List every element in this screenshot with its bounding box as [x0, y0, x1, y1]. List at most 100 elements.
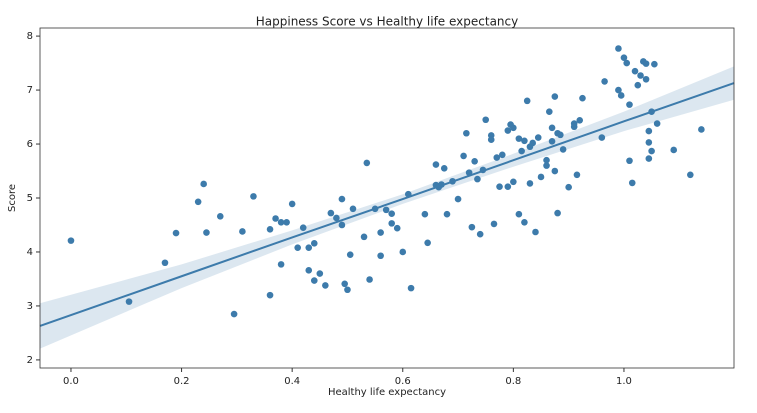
- point: [637, 72, 644, 79]
- plot-frame: [39, 27, 735, 369]
- point: [305, 244, 313, 251]
- point: [421, 210, 429, 218]
- point: [548, 124, 556, 132]
- x-tick-label: 0.8: [505, 376, 521, 387]
- point: [203, 229, 210, 236]
- point: [551, 167, 559, 175]
- point: [554, 209, 561, 217]
- point: [490, 220, 498, 228]
- point: [349, 205, 357, 213]
- point: [523, 97, 531, 105]
- point: [172, 229, 180, 237]
- point: [645, 139, 653, 146]
- point: [498, 151, 506, 159]
- point: [532, 228, 539, 236]
- y-tick-label: 5: [27, 193, 33, 204]
- point: [559, 146, 567, 153]
- point: [310, 277, 318, 284]
- point: [510, 124, 517, 132]
- x-tick-label: 0.6: [395, 376, 411, 387]
- point: [510, 178, 517, 186]
- point: [521, 218, 528, 226]
- point: [521, 137, 528, 145]
- x-axis-label: Healthy life expectancy: [328, 387, 446, 398]
- point: [377, 252, 384, 260]
- point: [687, 171, 694, 179]
- point: [626, 101, 633, 108]
- point: [543, 162, 550, 169]
- point: [526, 180, 534, 187]
- point: [463, 129, 470, 137]
- point: [327, 209, 335, 217]
- point: [557, 131, 564, 139]
- point: [504, 183, 512, 190]
- point: [161, 259, 169, 267]
- point: [576, 116, 584, 124]
- point: [537, 173, 545, 181]
- point: [338, 195, 346, 203]
- x-tick-label: 0.0: [63, 376, 79, 387]
- point: [573, 171, 581, 179]
- point: [460, 152, 467, 160]
- point: [551, 93, 559, 100]
- point: [266, 226, 274, 233]
- point: [299, 224, 307, 231]
- point: [482, 116, 490, 124]
- point: [504, 127, 512, 134]
- point: [653, 120, 661, 127]
- y-tick-label: 2: [27, 355, 33, 366]
- point: [474, 175, 481, 183]
- point: [642, 60, 650, 67]
- point: [468, 223, 476, 231]
- point: [305, 267, 313, 274]
- chart-title: Happiness Score vs Healthy life expectan…: [256, 15, 519, 29]
- x-tick-label: 0.2: [174, 376, 190, 387]
- y-axis-label: Score: [7, 184, 18, 212]
- point: [642, 75, 650, 83]
- point: [617, 92, 625, 99]
- point: [615, 45, 622, 52]
- y-tick-label: 7: [27, 85, 33, 96]
- point: [200, 180, 207, 188]
- regression-line: [39, 82, 735, 327]
- point: [366, 276, 373, 283]
- point: [239, 228, 246, 235]
- point: [344, 286, 351, 294]
- point: [515, 210, 523, 218]
- point: [399, 248, 407, 256]
- point: [623, 59, 631, 67]
- point: [598, 134, 606, 141]
- point: [388, 220, 396, 227]
- point: [294, 244, 301, 251]
- point: [363, 159, 371, 167]
- point: [487, 136, 495, 144]
- point: [333, 214, 340, 222]
- point: [529, 139, 537, 147]
- point: [125, 298, 133, 305]
- point: [471, 158, 478, 165]
- point: [277, 261, 285, 268]
- point: [645, 127, 653, 135]
- point: [620, 54, 628, 61]
- y-tick-label: 8: [27, 31, 33, 42]
- point: [443, 210, 451, 218]
- x-tick-label: 0.4: [284, 376, 300, 387]
- point: [266, 291, 274, 299]
- point: [377, 229, 384, 236]
- point: [272, 215, 279, 222]
- point: [288, 200, 296, 208]
- point: [670, 146, 678, 154]
- point: [626, 157, 633, 165]
- point: [648, 147, 655, 155]
- point: [698, 126, 705, 133]
- point: [546, 108, 553, 115]
- point: [310, 240, 318, 247]
- point: [570, 123, 578, 131]
- point: [579, 94, 586, 102]
- point: [615, 86, 622, 94]
- point: [341, 280, 348, 288]
- point: [601, 78, 608, 85]
- point: [493, 154, 501, 161]
- point: [645, 155, 653, 162]
